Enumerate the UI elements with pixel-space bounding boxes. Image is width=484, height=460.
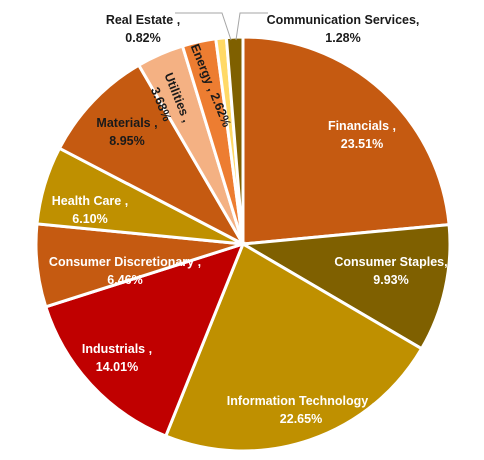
slice-label-financials: Financials , 23.51% [328,119,396,151]
slice-label-industrials: Industrials , 14.01% [82,342,152,374]
slice-label-consumer-discretionary: Consumer Discretionary , 6.46% [49,255,201,287]
slice-label-materials: Materials , 8.95% [96,116,157,148]
pie-slice-materials [57,63,247,248]
pie-slice-communication-services [224,35,245,245]
slice-label-consumer-staples: Consumer Staples, 9.93% [334,255,447,287]
leader-communication-services [235,12,268,41]
slice-label-real-estate: Real Estate , 0.82% [106,13,180,45]
pie-slices [34,35,452,453]
leader-real-estate [175,12,232,41]
slice-label-information-technology: Information Technology , 22.65% [227,394,375,426]
pie-slice-financials [241,35,451,246]
pie-slice-information-technology [163,241,424,453]
slice-label-health-care: Health Care , 6.10% [52,194,128,226]
slice-label-communication-services: Communication Services, 1.28% [267,13,420,45]
pie-slice-consumer-staples [238,222,452,351]
leader-lines [175,12,268,41]
